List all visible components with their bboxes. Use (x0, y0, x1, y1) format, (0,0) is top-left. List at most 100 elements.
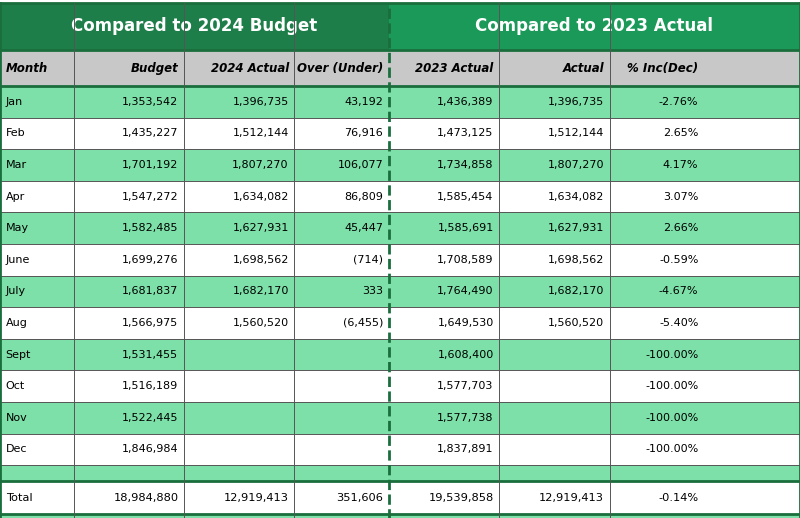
Text: Over (Under): Over (Under) (297, 62, 383, 75)
Text: 1,634,082: 1,634,082 (233, 192, 289, 202)
Text: 12,919,413: 12,919,413 (224, 493, 289, 502)
Text: July: July (6, 286, 26, 296)
Text: 2024 Actual: 2024 Actual (210, 62, 289, 75)
Text: 1,734,858: 1,734,858 (437, 160, 494, 170)
Text: 3.07%: 3.07% (663, 192, 698, 202)
Text: Compared to 2024 Budget: Compared to 2024 Budget (71, 18, 318, 35)
Text: 1,512,144: 1,512,144 (548, 128, 604, 138)
Text: 1,627,931: 1,627,931 (233, 223, 289, 233)
Text: Total: Total (6, 493, 32, 502)
Text: 1,566,975: 1,566,975 (122, 318, 178, 328)
Bar (389, 3, 800, 50)
Text: 1,353,542: 1,353,542 (122, 97, 178, 107)
Text: 1,608,400: 1,608,400 (438, 350, 494, 359)
Text: -0.14%: -0.14% (658, 493, 698, 502)
Text: 1,764,490: 1,764,490 (437, 286, 494, 296)
Bar (0, 181, 800, 212)
Text: 333: 333 (362, 286, 383, 296)
Text: 1,837,891: 1,837,891 (437, 444, 494, 454)
Text: 1,577,703: 1,577,703 (438, 381, 494, 391)
Text: 1,807,270: 1,807,270 (232, 160, 289, 170)
Text: -100.00%: -100.00% (645, 381, 698, 391)
Bar (0, 118, 800, 149)
Text: 19,539,858: 19,539,858 (428, 493, 494, 502)
Bar (0, 339, 800, 370)
Text: Aug: Aug (6, 318, 27, 328)
Text: 1,435,227: 1,435,227 (122, 128, 178, 138)
Text: Compared to 2023 Actual: Compared to 2023 Actual (475, 18, 714, 35)
Text: 1,582,485: 1,582,485 (122, 223, 178, 233)
Text: 1,396,735: 1,396,735 (233, 97, 289, 107)
Text: -100.00%: -100.00% (645, 350, 698, 359)
Text: Oct: Oct (6, 381, 25, 391)
Text: 1,577,738: 1,577,738 (437, 413, 494, 423)
Bar (0, 370, 800, 402)
Bar (0, 50, 800, 86)
Text: 1,708,589: 1,708,589 (437, 255, 494, 265)
Text: -100.00%: -100.00% (645, 444, 698, 454)
Text: 2.65%: 2.65% (663, 128, 698, 138)
Text: 1,699,276: 1,699,276 (122, 255, 178, 265)
Text: 1,560,520: 1,560,520 (233, 318, 289, 328)
Text: May: May (6, 223, 29, 233)
Text: 1,649,530: 1,649,530 (438, 318, 494, 328)
Text: Dec: Dec (6, 444, 27, 454)
Text: 1,807,270: 1,807,270 (547, 160, 604, 170)
Text: -100.00%: -100.00% (645, 413, 698, 423)
Bar (0, 307, 800, 339)
Bar (0, 244, 800, 276)
Text: 1,512,144: 1,512,144 (233, 128, 289, 138)
Text: 12,919,413: 12,919,413 (539, 493, 604, 502)
Text: 1,560,520: 1,560,520 (548, 318, 604, 328)
Text: Mar: Mar (6, 160, 26, 170)
Text: 1,396,735: 1,396,735 (548, 97, 604, 107)
Text: -2.76%: -2.76% (659, 97, 698, 107)
Text: 18,984,880: 18,984,880 (114, 493, 178, 502)
Bar (0, 212, 800, 244)
Text: 1,516,189: 1,516,189 (122, 381, 178, 391)
Text: 1,698,562: 1,698,562 (233, 255, 289, 265)
Text: Nov: Nov (6, 413, 27, 423)
Text: 1,627,931: 1,627,931 (548, 223, 604, 233)
Text: 1,547,272: 1,547,272 (122, 192, 178, 202)
Text: -5.40%: -5.40% (659, 318, 698, 328)
Text: Feb: Feb (6, 128, 26, 138)
Text: 1,634,082: 1,634,082 (548, 192, 604, 202)
Text: 1,846,984: 1,846,984 (122, 444, 178, 454)
Bar (0, 481, 800, 514)
Text: 1,681,837: 1,681,837 (122, 286, 178, 296)
Text: 1,436,389: 1,436,389 (438, 97, 494, 107)
Text: Apr: Apr (6, 192, 25, 202)
Bar (0, 3, 389, 50)
Text: -0.59%: -0.59% (659, 255, 698, 265)
Text: 1,585,454: 1,585,454 (438, 192, 494, 202)
Bar (0, 402, 800, 434)
Text: 2023 Actual: 2023 Actual (415, 62, 494, 75)
Text: 351,606: 351,606 (336, 493, 383, 502)
Text: (714): (714) (354, 255, 383, 265)
Text: June: June (6, 255, 30, 265)
Text: Jan: Jan (6, 97, 23, 107)
Bar (0, 434, 800, 465)
Bar (0, 276, 800, 307)
Bar (0, 86, 800, 118)
Text: 2.66%: 2.66% (663, 223, 698, 233)
Text: 106,077: 106,077 (338, 160, 383, 170)
Bar (0, 149, 800, 181)
Text: 86,809: 86,809 (344, 192, 383, 202)
Text: 1,682,170: 1,682,170 (233, 286, 289, 296)
Text: Budget: Budget (130, 62, 178, 75)
Bar (0, 514, 800, 518)
Text: 1,585,691: 1,585,691 (438, 223, 494, 233)
Text: Sept: Sept (6, 350, 31, 359)
Text: 1,701,192: 1,701,192 (122, 160, 178, 170)
Text: 76,916: 76,916 (345, 128, 383, 138)
Text: % Inc(Dec): % Inc(Dec) (627, 62, 698, 75)
Text: 1,682,170: 1,682,170 (548, 286, 604, 296)
Text: 1,473,125: 1,473,125 (438, 128, 494, 138)
Text: (6,455): (6,455) (343, 318, 383, 328)
Bar (0, 465, 800, 481)
Text: 43,192: 43,192 (344, 97, 383, 107)
Text: Actual: Actual (562, 62, 604, 75)
Text: -4.67%: -4.67% (659, 286, 698, 296)
